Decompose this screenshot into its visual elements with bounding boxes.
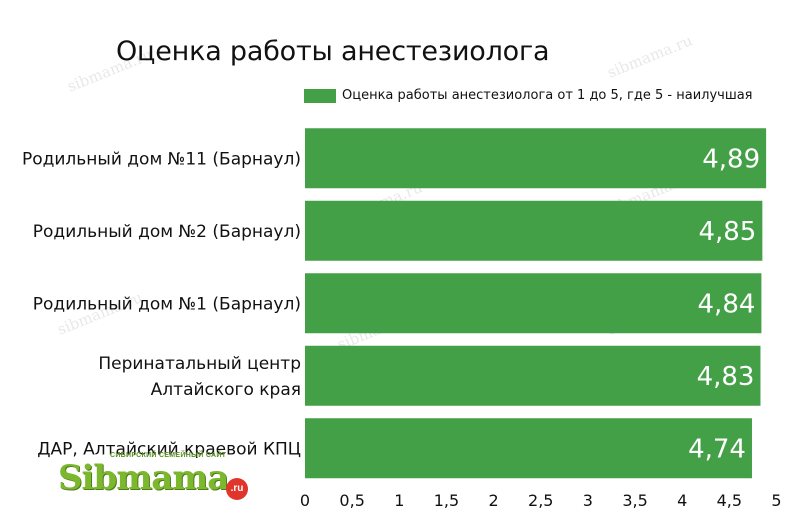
x-tick-label: 2,5 bbox=[528, 491, 553, 510]
category-label: Родильный дом №1 (Барнаул) bbox=[33, 294, 301, 314]
x-tick-label: 4,5 bbox=[717, 491, 742, 510]
bar bbox=[305, 273, 762, 334]
data-label: 4,89 bbox=[702, 144, 760, 174]
data-label: 4,83 bbox=[697, 362, 755, 392]
bars: 4,89 4,85 4,84 4,83 4,74 bbox=[305, 128, 767, 479]
legend: Оценка работы анестезиолога от 1 до 5, г… bbox=[304, 88, 753, 103]
bar bbox=[305, 345, 761, 406]
x-tick-label: 1,5 bbox=[434, 491, 459, 510]
chart-title: Оценка работы анестезиолога bbox=[116, 36, 550, 67]
x-tick-label: 0 bbox=[300, 491, 310, 510]
site-logo: СИБИРСКИЙ СЕМЕЙНЫЙ САЙТ Sibmama .ru bbox=[58, 452, 258, 508]
x-tick-label: 3 bbox=[583, 491, 593, 510]
x-tick-label: 4 bbox=[677, 491, 687, 510]
category-label: Алтайского края bbox=[151, 380, 301, 400]
x-tick-label: 5 bbox=[771, 491, 781, 510]
bar bbox=[305, 418, 752, 479]
logo-ru-badge: .ru bbox=[226, 478, 248, 500]
x-axis-ticks: 0 0,5 1 1,5 2 2,5 3 3,5 4 4,5 5 bbox=[300, 491, 782, 510]
x-tick-label: 2 bbox=[489, 491, 499, 510]
bar bbox=[305, 128, 767, 189]
data-label: 4,74 bbox=[688, 434, 746, 464]
data-label: 4,84 bbox=[698, 289, 756, 319]
logo-tagline: СИБИРСКИЙ СЕМЕЙНЫЙ САЙТ bbox=[110, 452, 227, 459]
legend-swatch bbox=[304, 88, 336, 103]
category-labels: Родильный дом №11 (Барнаул) Родильный дом… bbox=[22, 149, 301, 459]
bar bbox=[305, 200, 763, 261]
category-label: ДАР, Алтайский краевой КПЦ bbox=[37, 439, 301, 459]
category-label: Перинатальный центр bbox=[98, 354, 301, 374]
logo-brand: Sibmama bbox=[58, 458, 229, 498]
watermark-text: sibmama.ru bbox=[605, 31, 696, 82]
legend-label: Оценка работы анестезиолога от 1 до 5, г… bbox=[342, 88, 753, 103]
x-tick-label: 3,5 bbox=[622, 491, 647, 510]
x-tick-label: 1 bbox=[394, 491, 404, 510]
x-tick-label: 0,5 bbox=[339, 491, 364, 510]
category-label: Родильный дом №2 (Барнаул) bbox=[33, 222, 301, 242]
data-label: 4,85 bbox=[698, 217, 756, 247]
watermark-text: sibmama.ru bbox=[65, 45, 156, 96]
category-label: Родильный дом №11 (Барнаул) bbox=[22, 149, 301, 169]
